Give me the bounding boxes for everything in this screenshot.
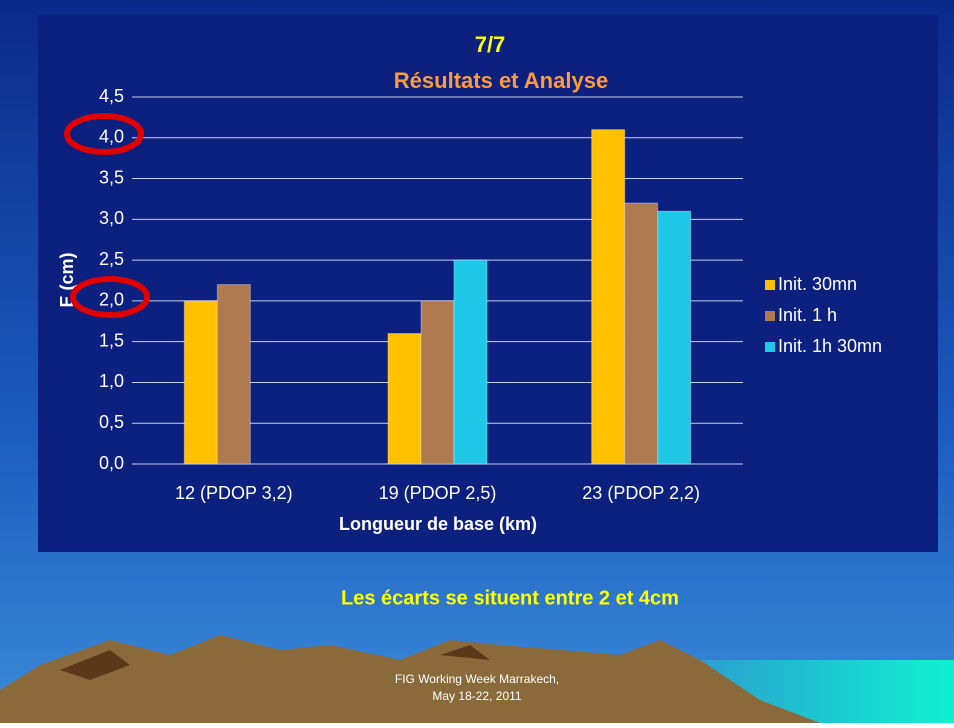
legend-swatch	[765, 342, 775, 352]
legend-label: Init. 30mn	[778, 274, 857, 294]
legend-label: Init. 1h 30mn	[778, 336, 882, 356]
y-tick-label: 3,0	[99, 208, 124, 228]
legend-swatch	[765, 311, 775, 321]
y-tick-label: 2,5	[99, 249, 124, 269]
annotation: Les écarts se situent entre 2 et 4cm	[341, 587, 679, 609]
legend-swatch	[765, 280, 775, 290]
bar	[658, 211, 691, 464]
x-axis-label: Longueur de base (km)	[339, 514, 537, 534]
y-tick-label: 2,0	[99, 290, 124, 310]
chart-subtitle: Résultats et Analyse	[394, 68, 608, 93]
chart-title: 7/7	[475, 32, 506, 57]
bar	[217, 285, 250, 464]
bar	[592, 130, 625, 464]
bar	[625, 203, 658, 464]
bar	[184, 301, 217, 464]
footer: May 18-22, 2011	[432, 689, 521, 703]
x-tick-label: 23 (PDOP 2,2)	[582, 483, 700, 503]
footer: FIG Working Week Marrakech,	[395, 672, 559, 686]
legend-label: Init. 1 h	[778, 305, 837, 325]
slide: 7/7 Résultats et Analyse Longueur de bas…	[0, 0, 954, 723]
x-tick-label: 19 (PDOP 2,5)	[379, 483, 497, 503]
y-tick-label: 0,5	[99, 412, 124, 432]
bar	[421, 301, 454, 464]
x-tick-label: 12 (PDOP 3,2)	[175, 483, 293, 503]
y-tick-label: 0,0	[99, 453, 124, 473]
bar	[454, 260, 487, 464]
y-tick-label: 4,0	[99, 127, 124, 147]
y-tick-label: 3,5	[99, 167, 124, 187]
y-tick-label: 1,5	[99, 330, 124, 350]
bar	[388, 334, 421, 464]
y-tick-label: 4,5	[99, 86, 124, 106]
y-tick-label: 1,0	[99, 371, 124, 391]
